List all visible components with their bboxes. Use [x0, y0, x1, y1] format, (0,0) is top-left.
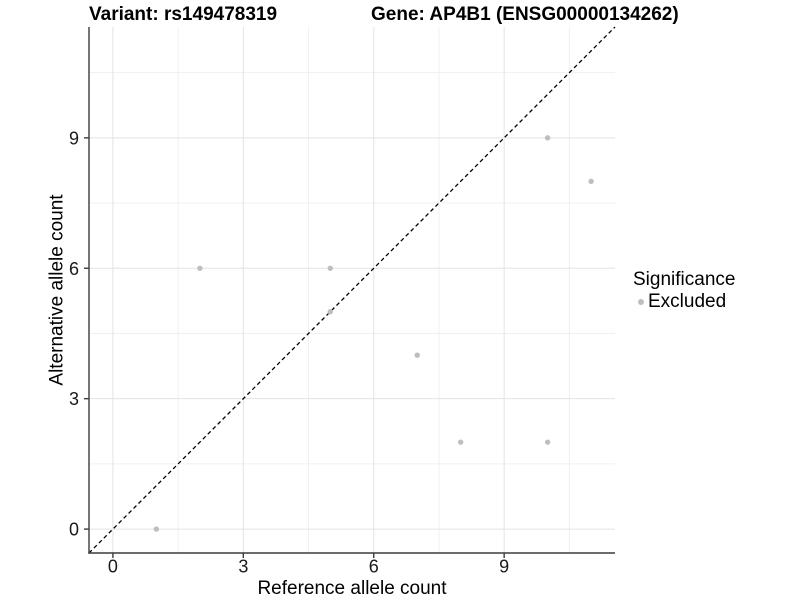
data-point	[544, 135, 551, 141]
y-tick-label: 3	[69, 389, 79, 409]
x-axis-title: Reference allele count	[257, 578, 447, 599]
data-point	[544, 439, 551, 445]
data-point	[327, 309, 333, 315]
y-axis-title: Alternative allele count	[46, 194, 68, 386]
data-point	[197, 265, 203, 271]
x-tick-label: 6	[369, 557, 379, 577]
legend-title: Significance	[633, 269, 736, 290]
variant-title: Variant: rs149478319	[89, 4, 278, 25]
data-point	[153, 526, 160, 532]
data-point	[588, 178, 594, 185]
y-tick-label: 6	[69, 259, 79, 279]
legend-item-excluded: Excluded	[633, 292, 735, 311]
y-tick-label: 9	[69, 128, 79, 148]
gene-title: Gene: AP4B1 (ENSG00000134262)	[371, 4, 679, 25]
legend-point-icon	[638, 298, 644, 305]
x-tick-label: 9	[499, 557, 509, 577]
x-tick-label: 3	[238, 557, 248, 577]
y-tick-label: 0	[69, 520, 79, 540]
legend: Significance Excluded	[633, 270, 735, 311]
data-point	[457, 439, 464, 445]
x-tick-label: 0	[108, 557, 118, 577]
identity-line	[88, 26, 616, 554]
data-point	[327, 265, 333, 271]
legend-item-label: Excluded	[648, 291, 727, 312]
data-point	[414, 352, 420, 358]
